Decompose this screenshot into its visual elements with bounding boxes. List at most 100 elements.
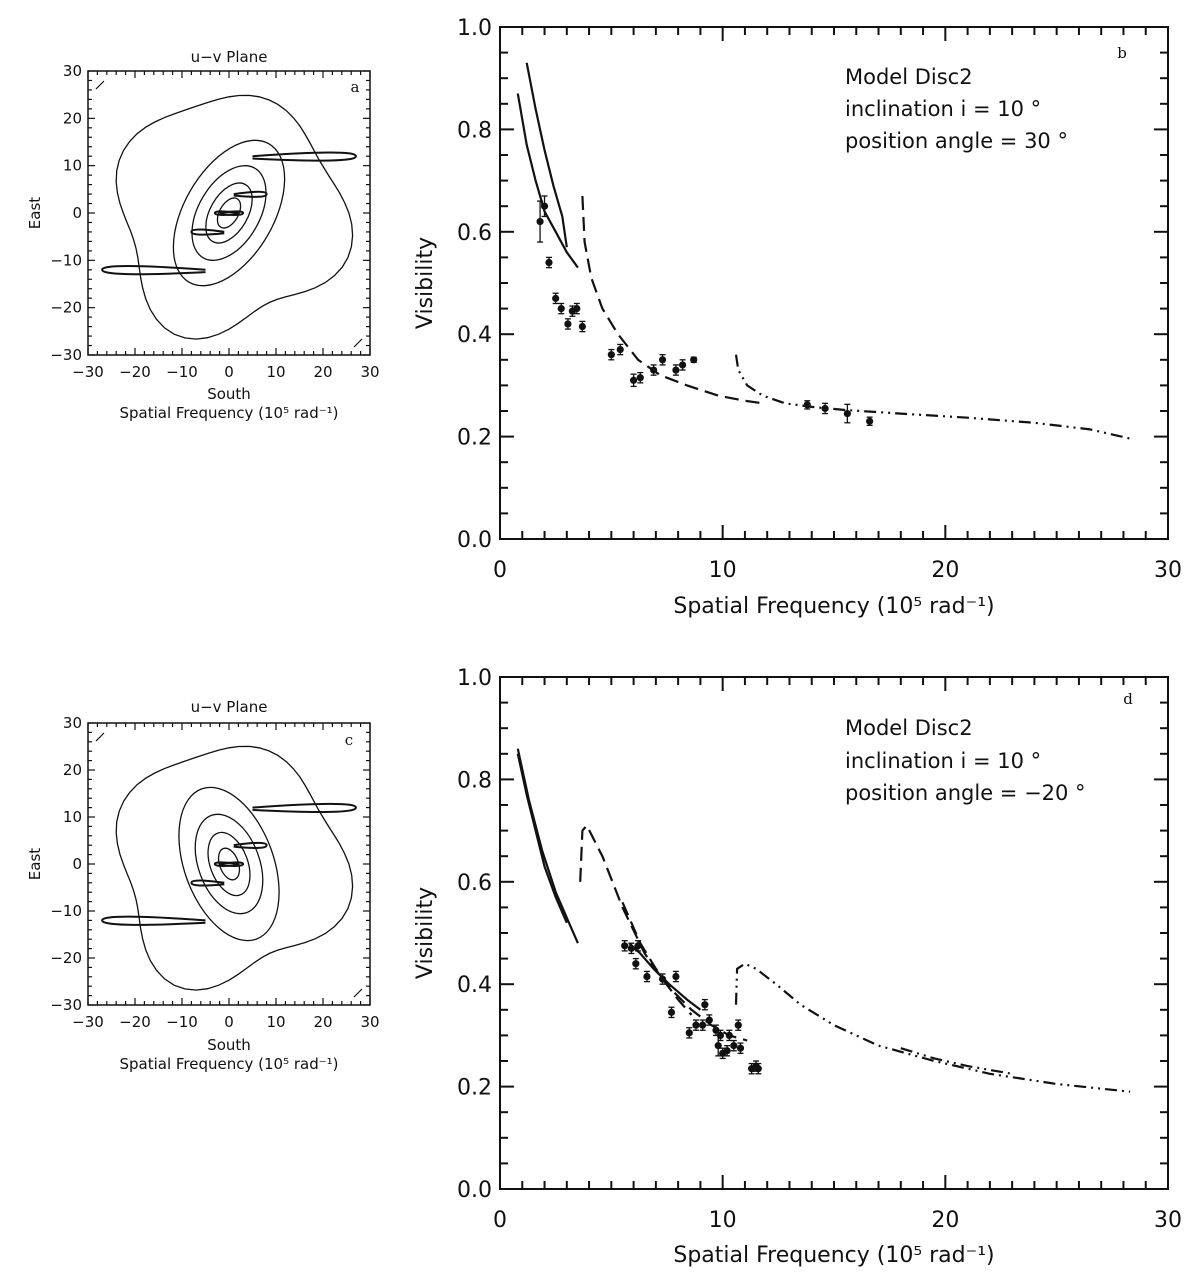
data-point — [627, 944, 635, 952]
data-point — [578, 322, 586, 331]
uv-panel-a-ylabel: East — [26, 197, 44, 229]
uv-y-tick-label: 0 — [72, 204, 82, 222]
data-point — [573, 305, 581, 313]
data-point — [632, 960, 640, 968]
uv-track — [101, 915, 206, 926]
uv-panel-c-letter: c — [345, 731, 353, 749]
model-curve-dash-dot-dot — [900, 1047, 1013, 1075]
model-curve-dashed — [621, 901, 748, 1042]
uv-corner-mark — [95, 732, 105, 742]
chart-d-data-points — [621, 940, 762, 1075]
model-curve-dashed — [581, 195, 763, 405]
uv-panel-c-ticks — [87, 722, 371, 1006]
uv-panel-c-xlabel-units: Spatial Frequency (10⁵ rad⁻¹) — [119, 1055, 338, 1073]
data-point — [866, 417, 874, 425]
y-tick-label: 0.8 — [457, 118, 492, 143]
uv-y-tick-label: 30 — [63, 714, 82, 732]
uv-x-tick-label: 20 — [313, 1013, 332, 1031]
uv-y-tick-label: −20 — [50, 949, 82, 967]
uv-panel-a-uv-tracks — [95, 80, 363, 348]
uv-y-tick-label: −10 — [50, 902, 82, 920]
data-point — [607, 351, 615, 359]
uv-panel-c-ylabel: East — [26, 848, 44, 880]
data-point — [557, 305, 565, 313]
data-point — [621, 942, 629, 950]
chart-d-annotation-position-angle: position angle = −20 ° — [845, 781, 1086, 805]
y-tick-label: 0.8 — [457, 768, 492, 793]
data-point — [667, 1008, 676, 1016]
uv-y-tick-label: −20 — [50, 299, 82, 317]
data-point — [685, 1029, 693, 1037]
uv-y-tick-label: −10 — [50, 251, 82, 269]
data-point — [636, 374, 644, 382]
chart-d-frame — [499, 676, 1169, 1190]
uv-track — [190, 228, 225, 236]
uv-panel-a-letter: a — [351, 78, 360, 96]
chart-d-annotation-inclination: inclination i = 10 ° — [845, 749, 1041, 773]
uv-x-tick-label: 10 — [266, 1013, 285, 1031]
data-point — [536, 217, 544, 226]
chart-d-tick-labels: 0 10 20 30 0.0 0.2 0.4 0.6 0.8 1.0 — [457, 666, 1182, 1233]
uv-x-tick-label: 10 — [266, 363, 285, 381]
data-point — [658, 975, 667, 983]
model-contour — [172, 139, 286, 287]
model-curve-solid — [525, 62, 568, 248]
uv-track — [252, 151, 357, 162]
uv-y-tick-label: 10 — [63, 808, 82, 826]
uv-x-tick-label: 0 — [224, 1013, 234, 1031]
uv-x-tick-label: 30 — [360, 1013, 379, 1031]
model-contour — [216, 197, 242, 229]
data-point — [699, 1021, 707, 1029]
model-curve-dash-dot-dot — [734, 962, 1131, 1093]
data-point — [725, 1031, 733, 1039]
model-curve-solid — [516, 748, 579, 944]
uv-track — [213, 210, 239, 216]
uv-y-tick-label: 30 — [63, 62, 82, 80]
x-tick-label: 10 — [709, 558, 737, 583]
data-point — [643, 972, 651, 981]
uv-panel-a-ticks — [87, 70, 371, 356]
y-tick-label: 0.4 — [457, 323, 492, 348]
uv-panel-a-xlabel: South — [207, 385, 251, 403]
data-point — [545, 258, 553, 267]
uv-panel-a-frame — [87, 70, 371, 356]
y-tick-label: 0.0 — [457, 1178, 492, 1203]
model-contour — [194, 813, 264, 915]
data-point — [701, 1001, 709, 1009]
uv-panel-a-contours — [115, 94, 354, 340]
data-point — [714, 1042, 722, 1050]
data-point — [540, 202, 549, 210]
chart-b-model-curves — [516, 62, 1131, 440]
uv-panel-a-xlabel-units: Spatial Frequency (10⁵ rad⁻¹) — [119, 404, 338, 422]
model-curve-dashed — [579, 824, 693, 1016]
model-contour — [178, 786, 280, 942]
chart-b-data-points — [536, 195, 874, 426]
uv-x-tick-label: −30 — [72, 363, 104, 381]
uv-panel-c-uv-tracks — [95, 732, 363, 998]
data-point — [630, 376, 638, 384]
uv-panel-a-title: u−v Plane — [191, 48, 268, 66]
x-tick-label: 10 — [709, 1208, 737, 1233]
y-tick-label: 0.2 — [457, 426, 492, 451]
uv-track — [252, 802, 357, 814]
data-point — [634, 942, 642, 950]
visibility-chart-b: 0 10 20 300.00.20.40.60.81.0 b Model Disc2 … — [413, 16, 1182, 619]
data-point — [705, 1016, 713, 1024]
chart-b-xlabel: Spatial Frequency (10⁵ rad⁻¹) — [673, 594, 994, 619]
model-contour — [205, 182, 253, 244]
uv-x-tick-label: −30 — [72, 1013, 104, 1031]
x-tick-label: 20 — [931, 558, 959, 583]
y-tick-label: 0.2 — [457, 1076, 492, 1101]
uv-track — [213, 861, 239, 867]
outer-contour — [115, 745, 354, 991]
data-point — [803, 401, 811, 409]
chart-b-ylabel: Visibility — [413, 237, 438, 329]
uv-x-tick-label: 30 — [360, 363, 379, 381]
uv-panel-c-frame — [87, 722, 371, 1006]
uv-track — [233, 190, 268, 198]
uv-panel-a: u−v Plane a −30−30 −20 −20 −10 −10 0 0 10 10 20 20… — [26, 48, 380, 422]
data-point — [712, 1026, 720, 1034]
uv-panel-c-xlabel: South — [207, 1036, 251, 1054]
data-point — [730, 1042, 738, 1050]
